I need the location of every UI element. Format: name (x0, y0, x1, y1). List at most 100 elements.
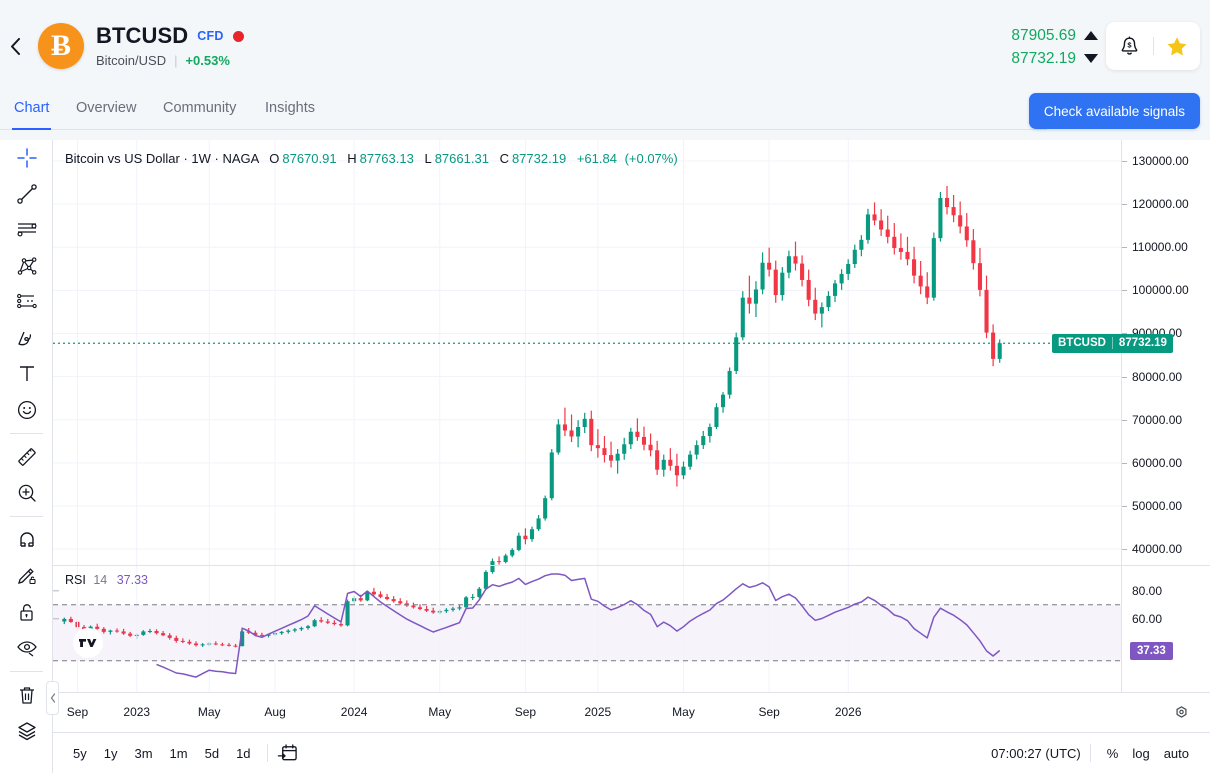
log-scale-button[interactable]: log (1132, 745, 1150, 761)
measure-ruler-tool[interactable] (0, 439, 53, 475)
bid-price-row: 87732.19 (1011, 47, 1098, 70)
lock-open-icon (19, 604, 33, 621)
brush-icon (17, 331, 31, 346)
smiley-icon (17, 400, 36, 420)
rsi-tick-label: 60.00 (1132, 611, 1163, 626)
crosshair-cursor-tool[interactable] (0, 140, 53, 176)
chart-settings-button[interactable] (1173, 705, 1190, 722)
time-axis[interactable]: Sep 2023 May Aug 2024 May Sep 2025 May Sep 2026 (53, 692, 1210, 732)
rsi-value-badge: 37.33 (1130, 641, 1173, 660)
trend-line-tool[interactable] (0, 176, 53, 212)
rsi-value: 37.33 (116, 573, 148, 587)
text-tool[interactable] (0, 356, 53, 392)
header-action-group: $ (1106, 22, 1200, 70)
candlestick-plot[interactable] (53, 140, 1121, 692)
time-tick-label: May (672, 705, 695, 719)
rsi-axis[interactable]: 80.00 60.00 37.33 (1121, 565, 1210, 692)
symbol-separator: | (174, 53, 178, 68)
rsi-tick-label: 80.00 (1132, 583, 1163, 598)
range-button-1y[interactable]: 1y (97, 742, 125, 765)
layers-icon (17, 722, 36, 741)
symbol-change-percent: +0.53% (185, 53, 230, 68)
price-tick-label: 120000.00 (1132, 197, 1189, 212)
check-signals-button[interactable]: Check available signals (1028, 93, 1200, 129)
tradingview-watermark-icon (73, 628, 103, 658)
chevron-left-small-icon (50, 693, 55, 703)
emoji-sticker-tool[interactable] (0, 392, 53, 428)
price-tick-mark (1122, 247, 1127, 249)
time-tick-label: 2025 (584, 705, 612, 719)
bottom-right-group: 07:00:27 (UTC) % log auto (991, 742, 1196, 765)
goto-date-icon (277, 744, 297, 761)
rsi-svg (53, 566, 1121, 692)
ohlc-l-value: 87661.31 (434, 151, 489, 166)
market-type-badge: CFD (197, 29, 224, 43)
price-tick-label: 50000.00 (1132, 498, 1183, 513)
tab-overview[interactable]: Overview (76, 100, 137, 116)
trash-icon (19, 687, 34, 704)
rsi-length: 14 (93, 573, 108, 587)
symbol-description: Bitcoin/USD (96, 53, 167, 68)
rsi-name: RSI (65, 573, 86, 587)
range-button-1m[interactable]: 1m (163, 742, 195, 765)
tab-insights[interactable]: Insights (265, 100, 315, 116)
collapse-toolbar-handle[interactable] (46, 681, 59, 715)
brush-tool[interactable] (0, 320, 53, 356)
price-tick-mark (1122, 419, 1127, 421)
range-button-1d[interactable]: 1d (229, 742, 257, 765)
hide-drawings-tool[interactable] (0, 630, 53, 666)
zoom-in-tool[interactable] (0, 475, 53, 511)
tab-community[interactable]: Community (163, 100, 237, 116)
percent-scale-button[interactable]: % (1106, 745, 1119, 761)
chart-legend-title: Bitcoin vs US Dollar · 1W · NAGA (65, 151, 259, 166)
range-button-5y[interactable]: 5y (66, 742, 94, 765)
back-button[interactable] (4, 34, 26, 58)
ohlc-o-value: 87670.91 (282, 151, 337, 166)
chart-container[interactable]: Bitcoin vs US Dollar · 1W · NAGA O 87670.… (53, 140, 1210, 732)
create-alert-button[interactable]: $ (1106, 22, 1153, 70)
page-header: Ƀ BTCUSD CFD Bitcoin/USD | +0.53% 87905.… (0, 0, 1210, 90)
price-badge-symbol: BTCUSD (1052, 337, 1113, 350)
price-tick-label: 100000.00 (1132, 283, 1189, 298)
range-button-3m[interactable]: 3m (127, 742, 159, 765)
price-tick-label: 130000.00 (1132, 153, 1189, 168)
tab-chart[interactable]: Chart (12, 92, 52, 130)
range-button-5d[interactable]: 5d (198, 742, 226, 765)
price-tick-label: 40000.00 (1132, 542, 1183, 557)
time-tick-label: May (428, 705, 452, 719)
time-tick-label: 2026 (834, 705, 862, 719)
auto-scale-button[interactable]: auto (1163, 745, 1189, 761)
crosshair-icon (16, 148, 37, 168)
magnet-mode-tool[interactable] (0, 522, 53, 558)
ohlc-change-abs: +61.84 (576, 151, 617, 166)
fib-retracement-tool[interactable] (0, 212, 53, 248)
stay-in-drawing-mode-tool[interactable] (0, 558, 53, 594)
header-action-divider (1152, 37, 1154, 55)
forecast-projection-tool[interactable] (0, 284, 53, 320)
bitcoin-glyph: Ƀ (50, 29, 71, 62)
forecast-icon (16, 293, 37, 309)
current-price-badge: BTCUSD 87732.19 (1052, 333, 1173, 353)
arrow-up-icon (1084, 31, 1098, 40)
remove-drawings-tool[interactable] (0, 677, 53, 713)
bottom-toolbar: 5y 1y 3m 1m 5d 1d 07:00:27 (UTC) % log auto (53, 732, 1210, 773)
pattern-icon (17, 257, 36, 275)
object-tree-tool[interactable] (0, 713, 53, 749)
time-tick-label: Sep (514, 705, 537, 719)
chart-legend: Bitcoin vs US Dollar · 1W · NAGA O 87670.… (65, 151, 678, 166)
lock-drawings-tool[interactable] (0, 594, 53, 630)
arrow-down-icon (1084, 54, 1098, 63)
nav-tabs: Chart Overview Community Insights (0, 92, 1047, 130)
clock-divider (1089, 744, 1091, 762)
ask-price-row: 87905.69 (1011, 24, 1098, 47)
time-tick-label: Sep (66, 705, 89, 719)
time-tick-label: Sep (758, 705, 780, 719)
drawing-toolbar (0, 140, 53, 773)
favorite-button[interactable] (1154, 22, 1201, 70)
magnet-icon (19, 532, 34, 547)
pitchfork-pattern-tool[interactable] (0, 248, 53, 284)
rsi-pane[interactable]: RSI 14 37.33 (53, 565, 1121, 692)
goto-date-button[interactable] (277, 743, 298, 763)
eye-icon (16, 641, 37, 657)
time-tick-label: 2024 (340, 705, 368, 719)
